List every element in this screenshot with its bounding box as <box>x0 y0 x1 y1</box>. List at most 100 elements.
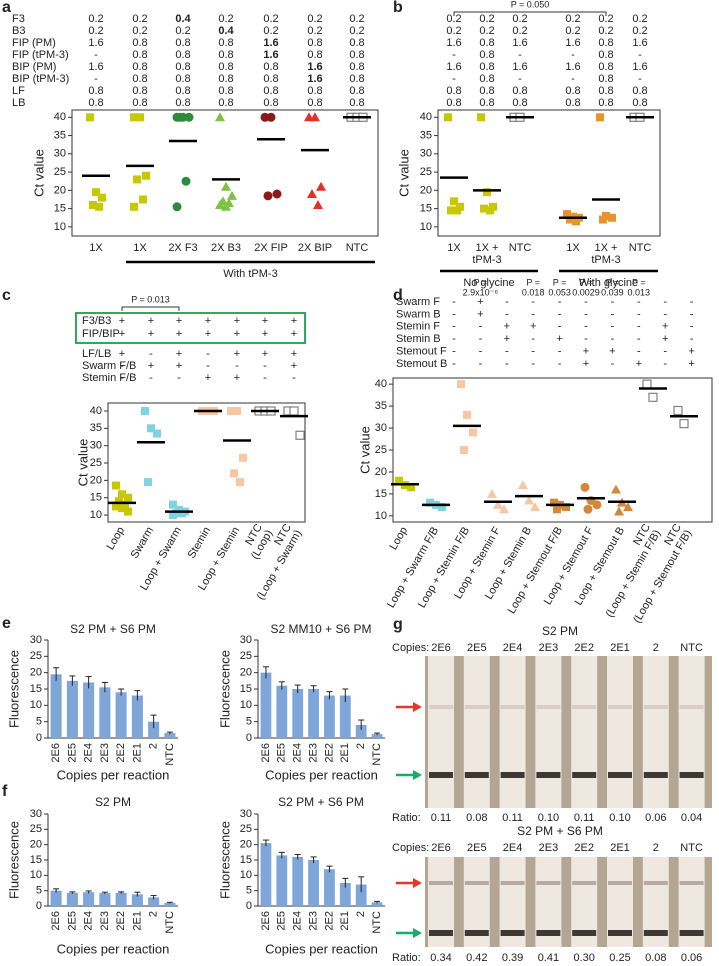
table-cell: 0.2 <box>307 25 322 37</box>
y-tick-label: 35 <box>90 422 102 434</box>
table-cell: 0.8 <box>218 37 233 49</box>
test-band <box>500 881 525 885</box>
table-cell: 0.8 <box>263 85 278 97</box>
table-cell: - <box>120 372 124 384</box>
table-cell: - <box>531 346 535 358</box>
test-strip <box>463 656 490 808</box>
point <box>124 493 132 502</box>
y-tick-label: 10 <box>30 869 42 881</box>
table-cell: + <box>291 348 297 360</box>
ratio-value: 0.06 <box>645 812 666 824</box>
control-band <box>679 772 704 778</box>
y-tick-label: 5 <box>36 716 42 728</box>
ratio-value: 0.11 <box>431 812 452 824</box>
y-tick-label: 10 <box>90 509 102 521</box>
copies-value: 2E6 <box>431 842 451 854</box>
copies-value: 2E2 <box>574 642 594 654</box>
bar <box>355 724 367 738</box>
table-cell: 1.6 <box>446 61 461 73</box>
y-tick-label: 15 <box>240 854 252 866</box>
x-axis-label: Copies per reaction <box>265 767 378 782</box>
bar <box>148 721 160 738</box>
control-band <box>429 772 453 778</box>
copies-value: 2 <box>653 842 659 854</box>
point <box>518 480 528 490</box>
table-cell: 0.2 <box>446 25 461 37</box>
x-tick-label: 2E3 <box>307 743 319 763</box>
row-label: Stemout B <box>396 358 447 370</box>
strip-title: S2 PM <box>542 624 578 638</box>
point <box>438 503 446 512</box>
y-tick-label: 30 <box>54 148 66 160</box>
table-cell: + <box>176 360 182 372</box>
ratio-value: 0.25 <box>609 952 630 964</box>
row-label: FIP/BIP <box>82 328 120 340</box>
point <box>230 469 238 478</box>
panel-letter: f <box>2 783 8 800</box>
table-cell: 1.6 <box>565 37 580 49</box>
table-cell: 0.8 <box>598 85 613 97</box>
table-cell: - <box>479 346 483 358</box>
bar <box>83 892 95 906</box>
table-cell: + <box>504 333 510 345</box>
y-tick-label: 15 <box>30 854 42 866</box>
test-band <box>536 881 561 885</box>
point <box>679 419 689 429</box>
point <box>596 113 604 122</box>
x-tick-label: 2E4 <box>83 743 95 763</box>
y-tick-label: 20 <box>54 184 66 196</box>
table-cell: 0.8 <box>479 61 494 73</box>
bar <box>260 843 272 906</box>
table-cell: + <box>688 358 694 370</box>
table-cell: 0.8 <box>263 61 278 73</box>
ratio-value: 0.04 <box>681 812 702 824</box>
table-cell: 0.8 <box>175 37 190 49</box>
bar <box>292 856 304 906</box>
table-cell: - <box>638 73 642 85</box>
table-cell: + <box>636 358 642 370</box>
y-tick-label: 10 <box>240 699 252 711</box>
y-tick-label: 15 <box>375 488 387 500</box>
table-cell: 0.8 <box>88 85 103 97</box>
y-tick-label: 40 <box>54 111 66 123</box>
table-cell: 0.4 <box>218 25 234 37</box>
copies-value: 2E4 <box>503 842 523 854</box>
table-cell: - <box>505 308 509 320</box>
p-value: 0.0029 <box>572 287 600 297</box>
ratio-label: Ratio: <box>392 812 421 824</box>
ratio-value: 0.30 <box>573 952 594 964</box>
control-band <box>464 772 489 778</box>
point <box>550 498 558 507</box>
control-band <box>429 930 453 936</box>
group-label: With glycine <box>579 277 638 289</box>
copies-value: NTC <box>680 642 703 654</box>
table-cell: - <box>531 333 535 345</box>
table-cell: - <box>637 333 641 345</box>
y-tick-label: 25 <box>90 457 102 469</box>
y-tick-label: 0 <box>36 732 42 744</box>
point <box>172 202 182 212</box>
point <box>215 112 225 122</box>
p-value: 2.9x10⁻⁶ <box>463 287 499 297</box>
table-cell: + <box>662 321 668 333</box>
y-tick-label: 30 <box>30 634 42 646</box>
table-cell: - <box>690 296 694 308</box>
point <box>395 476 403 485</box>
table-cell: 0.2 <box>598 25 613 37</box>
control-band <box>608 930 632 936</box>
x-tick-label: 2E3 <box>99 743 111 763</box>
table-cell: + <box>583 358 589 370</box>
y-tick-label: 30 <box>420 148 432 160</box>
table-cell: 0.2 <box>88 13 103 25</box>
table-cell: - <box>611 308 615 320</box>
row-label: FIP (PM) <box>12 37 56 49</box>
bar <box>83 682 95 738</box>
table-cell: 0.8 <box>218 49 233 61</box>
chart-title: S2 PM <box>95 795 131 809</box>
table-cell: - <box>263 360 267 372</box>
table-cell: - <box>558 321 562 333</box>
point <box>130 113 138 122</box>
test-band <box>572 705 597 709</box>
point <box>486 206 494 215</box>
y-tick-label: 10 <box>240 869 252 881</box>
